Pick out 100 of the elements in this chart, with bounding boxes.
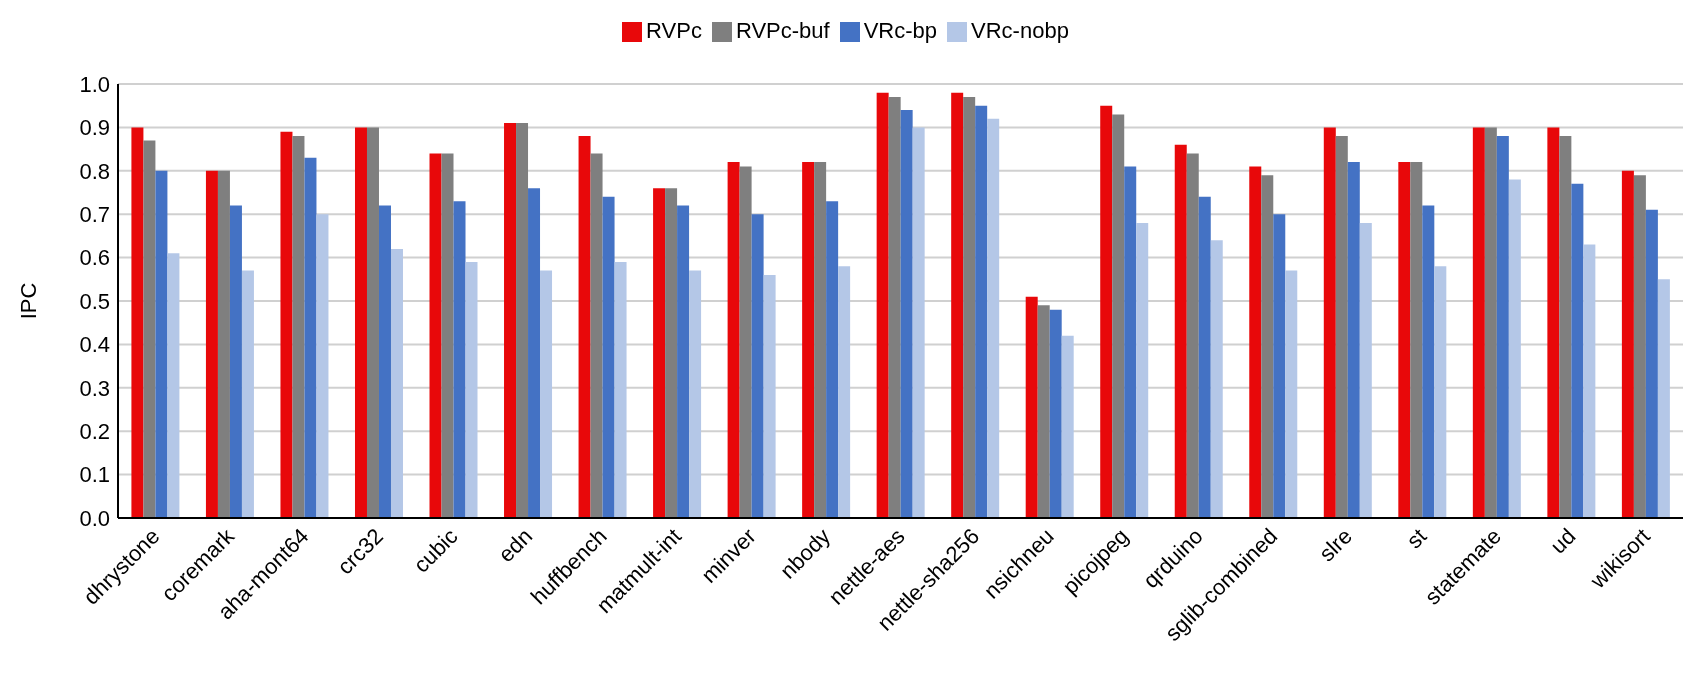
bar xyxy=(1198,196,1211,518)
y-tick-label: 0.0 xyxy=(79,505,110,531)
bar xyxy=(1508,179,1521,518)
bar xyxy=(1174,144,1187,518)
bar xyxy=(763,274,776,518)
y-tick-label: 0.8 xyxy=(79,158,110,184)
bar xyxy=(1583,244,1596,518)
bar xyxy=(876,92,889,518)
bar xyxy=(516,123,529,518)
bar xyxy=(1547,127,1560,518)
legend-label: RVPc-buf xyxy=(735,18,830,43)
bar xyxy=(838,266,851,518)
bar xyxy=(826,201,839,518)
bar xyxy=(441,153,454,518)
bar xyxy=(304,157,317,518)
bar xyxy=(1323,127,1336,518)
bar xyxy=(1061,335,1074,518)
bar xyxy=(241,270,254,518)
x-tick-label: slre xyxy=(1314,523,1357,567)
bar xyxy=(888,97,901,518)
y-tick-label: 0.2 xyxy=(79,419,110,445)
bar xyxy=(1422,205,1435,518)
bar xyxy=(1285,270,1298,518)
y-tick-label: 0.4 xyxy=(79,332,110,358)
bar xyxy=(1037,305,1050,518)
y-tick-label: 0.5 xyxy=(79,288,110,314)
bar xyxy=(504,123,517,518)
bar xyxy=(975,105,988,518)
bar xyxy=(1335,136,1348,518)
bar xyxy=(1633,175,1646,518)
bar xyxy=(167,253,180,518)
bar xyxy=(739,166,752,518)
bar xyxy=(1261,175,1274,518)
bar xyxy=(429,153,442,518)
bar xyxy=(453,201,466,518)
legend-label: VRc-bp xyxy=(863,18,938,43)
bar xyxy=(465,261,478,518)
bar xyxy=(1559,136,1572,518)
bar xyxy=(900,110,913,518)
bar xyxy=(390,248,403,518)
bar xyxy=(143,140,156,518)
bar xyxy=(1359,222,1372,518)
bar xyxy=(1472,127,1485,518)
bar xyxy=(155,170,168,518)
bar xyxy=(217,170,230,518)
bar xyxy=(1484,127,1497,518)
bar xyxy=(378,205,391,518)
bar xyxy=(292,136,305,518)
bar xyxy=(280,131,293,518)
bar xyxy=(1410,162,1423,518)
bar xyxy=(1434,266,1447,518)
bar xyxy=(528,188,541,518)
bar xyxy=(354,127,367,518)
x-tick-label: st xyxy=(1401,523,1432,554)
bar xyxy=(814,162,827,518)
bar xyxy=(229,205,242,518)
bar xyxy=(689,270,702,518)
bar xyxy=(1657,279,1670,518)
bar xyxy=(751,214,764,518)
bar xyxy=(590,153,603,518)
bar xyxy=(1186,153,1199,518)
bar xyxy=(1496,136,1509,518)
bar xyxy=(316,214,329,518)
bar xyxy=(1347,162,1360,518)
bar xyxy=(1136,222,1149,518)
bar xyxy=(1273,214,1286,518)
bar xyxy=(951,92,964,518)
bar xyxy=(1124,166,1137,518)
bar xyxy=(1571,183,1584,518)
bar xyxy=(578,136,591,518)
bar xyxy=(963,97,976,518)
bar xyxy=(540,270,553,518)
bar xyxy=(1025,296,1038,518)
bar xyxy=(665,188,678,518)
y-tick-label: 0.7 xyxy=(79,202,110,228)
bar xyxy=(677,205,690,518)
y-axis-title: IPC xyxy=(15,282,41,320)
bar xyxy=(912,127,925,518)
y-tick-label: 0.9 xyxy=(79,115,110,141)
bar xyxy=(602,196,615,518)
bar xyxy=(727,162,740,518)
bar xyxy=(802,162,815,518)
legend-label: VRc-nobp xyxy=(971,18,1069,43)
bar xyxy=(366,127,379,518)
y-tick-label: 0.6 xyxy=(79,245,110,271)
bar xyxy=(987,118,1000,518)
y-tick-label: 0.3 xyxy=(79,375,110,401)
bar xyxy=(653,188,666,518)
bar xyxy=(1112,114,1125,518)
bar xyxy=(1249,166,1262,518)
bar xyxy=(1049,309,1062,518)
bar xyxy=(205,170,218,518)
bar xyxy=(614,261,627,518)
legend-label: RVPc xyxy=(646,18,702,43)
y-tick-label: 0.1 xyxy=(79,462,110,488)
bar xyxy=(1398,162,1411,518)
bar xyxy=(131,127,144,518)
bar xyxy=(1645,209,1658,518)
bar xyxy=(1621,170,1634,518)
y-tick-label: 1.0 xyxy=(79,71,110,97)
